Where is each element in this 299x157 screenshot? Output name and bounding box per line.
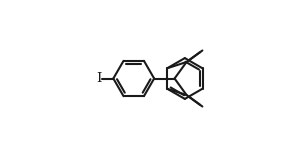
- Text: I: I: [96, 72, 101, 85]
